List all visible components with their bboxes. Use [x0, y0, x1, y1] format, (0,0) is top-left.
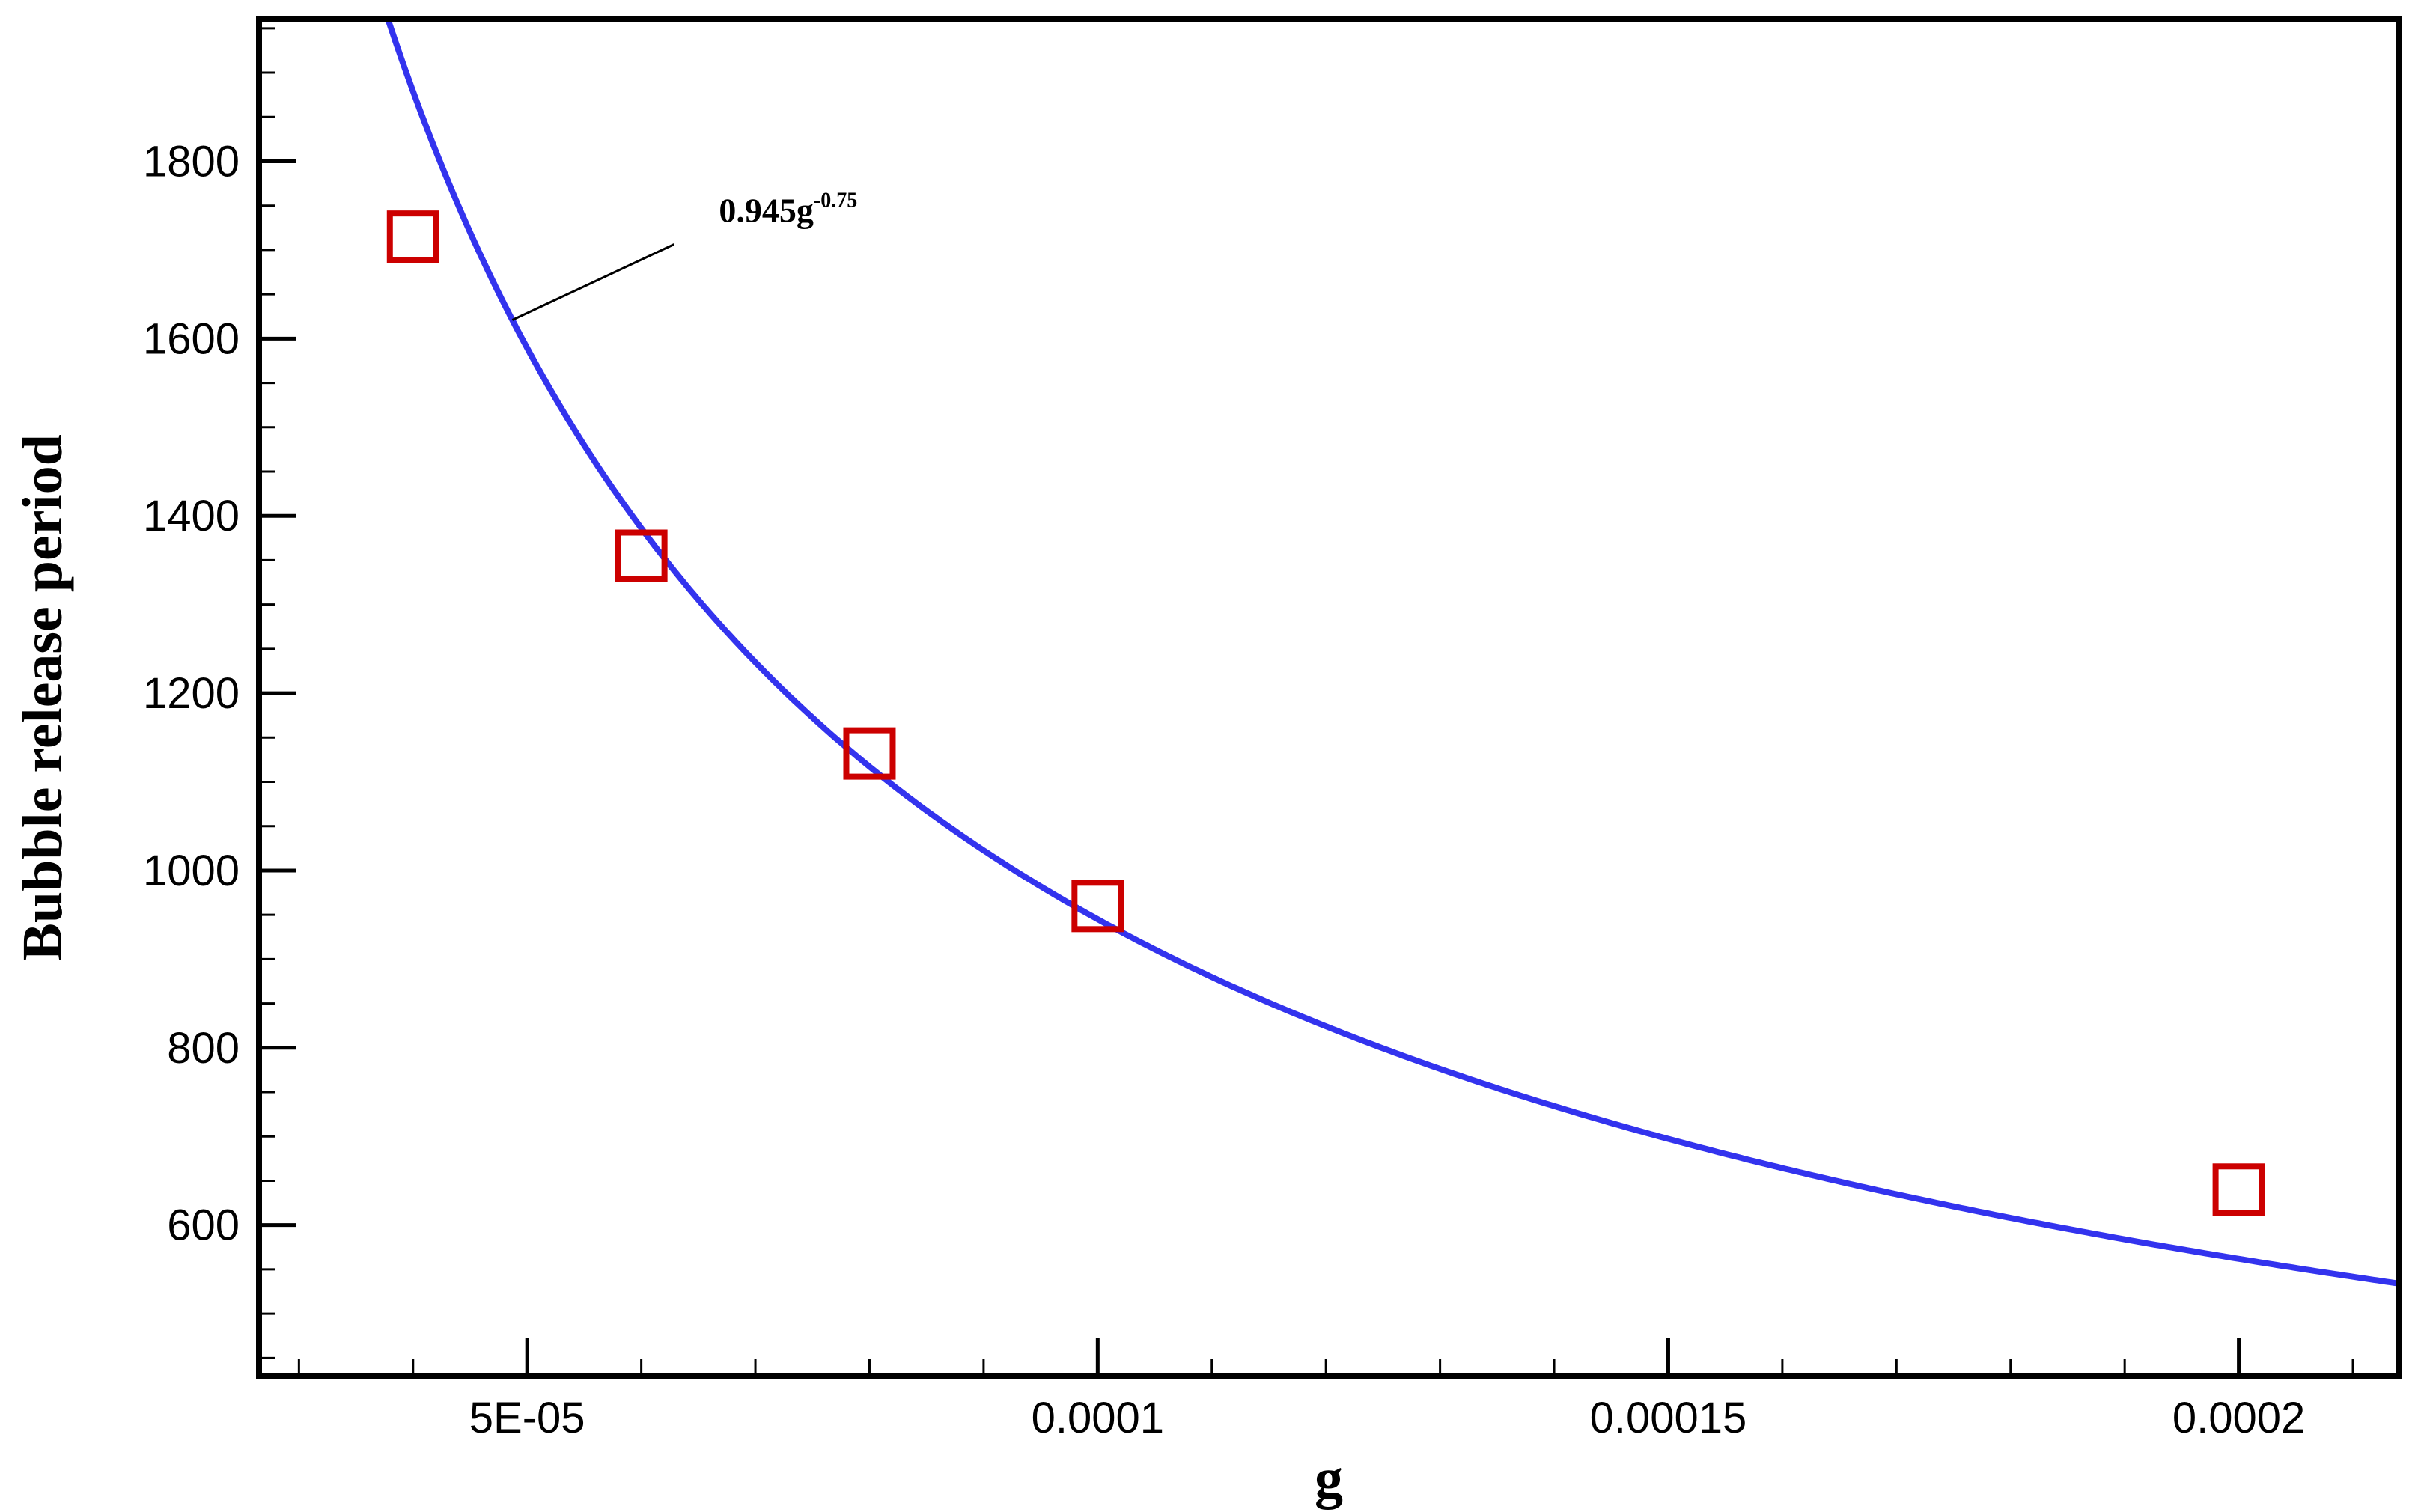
y-major-ticks: [259, 159, 296, 1228]
data-point-marker: [386, 210, 439, 263]
x-tick-label: 0.0002: [2172, 1394, 2305, 1442]
fit-curve: [385, 19, 2399, 1287]
y-tick-label: 1400: [143, 492, 240, 540]
plot-frame: [256, 16, 2402, 1379]
y-tick-label: 1600: [143, 314, 240, 363]
x-tick-label: 5E-05: [469, 1394, 585, 1442]
x-tick-labels: 5E-05 0.0001 0.00015 0.0002: [469, 1394, 2305, 1442]
y-axis-title: Bubble release period: [11, 434, 74, 961]
y-tick-labels: 600 800 1000 1200 1400 1600 1800: [143, 137, 240, 1249]
y-tick-label: 1800: [143, 137, 240, 186]
x-axis-title: g: [1315, 1447, 1343, 1510]
data-markers: [386, 210, 2265, 1216]
y-tick-label: 1000: [143, 847, 240, 895]
data-point-marker: [2212, 1163, 2265, 1216]
x-tick-label: 0.00015: [1590, 1394, 1747, 1442]
x-tick-label: 0.0001: [1032, 1394, 1164, 1442]
y-tick-label: 800: [167, 1024, 240, 1073]
data-point-marker: [1071, 880, 1124, 933]
fit-equation-exponent: -0.75: [814, 189, 857, 212]
y-tick-label: 1200: [143, 669, 240, 718]
annotation-leader-line: [511, 243, 675, 321]
data-point-marker: [843, 727, 896, 780]
fit-equation-annotation: 0.945g-0.75: [719, 189, 857, 229]
fit-equation-base: 0.945g: [719, 191, 814, 229]
y-tick-label: 600: [167, 1201, 240, 1250]
x-major-ticks: [525, 1338, 2241, 1376]
data-point-marker: [615, 529, 668, 582]
